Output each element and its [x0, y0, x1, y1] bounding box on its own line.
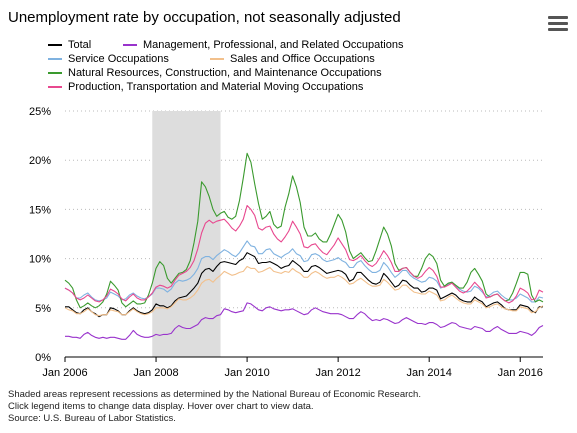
legend-label: Management, Professional, and Related Oc… [143, 39, 404, 51]
axes: 0% 5% 10% 15% 20% 25% Jan 2006 Jan 2008 Jan 2010… [29, 106, 543, 379]
series-lines [64, 152, 544, 340]
legend-item-total[interactable]: Total [48, 39, 91, 51]
footnote-source: Source: U.S. Bureau of Labor Statistics. [8, 413, 176, 424]
grid [65, 110, 543, 309]
series-line-2 [65, 302, 544, 340]
legend-swatch [123, 44, 137, 47]
y-tick-label: 0% [35, 352, 51, 364]
y-tick-label: 10% [29, 254, 51, 266]
legend: Total Management, Professional, and Rela… [48, 39, 568, 99]
menu-icon-bar [548, 16, 568, 19]
menu-icon-bar [548, 28, 568, 31]
y-tick-label: 20% [29, 155, 51, 167]
x-tick-label: Jan 2006 [42, 367, 87, 379]
footnote-recession: Shaded areas represent recessions as det… [8, 389, 421, 400]
legend-item-management[interactable]: Management, Professional, and Related Oc… [123, 39, 404, 51]
menu-icon-bar [548, 22, 568, 25]
legend-swatch [48, 58, 62, 61]
series-line-5 [64, 152, 544, 309]
footnote-instructions: Click legend items to change data displa… [8, 401, 314, 412]
footnote: Shaded areas represent recessions as det… [8, 389, 421, 425]
legend-label: Natural Resources, Construction, and Mai… [68, 67, 382, 79]
legend-item-production[interactable]: Production, Transportation and Material … [48, 81, 363, 93]
recession-shading [152, 111, 221, 357]
x-tick-label: Jan 2016 [498, 367, 543, 379]
legend-swatch [48, 72, 62, 75]
legend-item-service[interactable]: Service Occupations [48, 53, 169, 65]
menu-icon[interactable] [548, 16, 568, 32]
legend-item-natural-resources[interactable]: Natural Resources, Construction, and Mai… [48, 67, 382, 79]
legend-item-sales[interactable]: Sales and Office Occupations [210, 53, 375, 65]
legend-label: Production, Transportation and Material … [68, 81, 364, 93]
chart-title: Unemployment rate by occupation, not sea… [8, 9, 401, 26]
series-line-3 [64, 240, 544, 303]
y-tick-label: 15% [29, 204, 51, 216]
recession-band [152, 111, 221, 357]
legend-swatch [210, 58, 224, 61]
y-tick-label: 5% [35, 303, 51, 315]
x-tick-label: Jan 2010 [224, 367, 269, 379]
x-tick-label: Jan 2014 [407, 367, 452, 379]
x-tick-label: Jan 2008 [133, 367, 178, 379]
legend-label: Total [68, 39, 92, 51]
legend-swatch [48, 86, 62, 89]
series-line-4 [64, 265, 544, 317]
series-line-1 [65, 252, 543, 318]
y-tick-label: 25% [29, 106, 51, 118]
series-line-6 [64, 204, 544, 304]
x-tick-label: Jan 2012 [316, 367, 361, 379]
legend-label: Sales and Office Occupations [230, 53, 375, 65]
legend-label: Service Occupations [68, 53, 169, 65]
legend-swatch [48, 44, 62, 47]
